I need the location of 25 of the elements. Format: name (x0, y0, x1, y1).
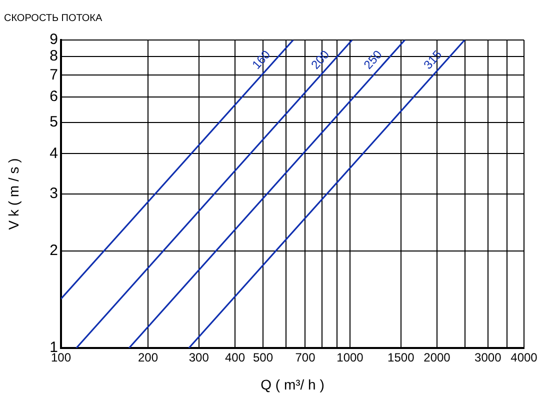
y-tick-label: 6 (50, 88, 58, 105)
text: 200 (308, 47, 332, 72)
text: 160 (249, 47, 274, 72)
x-tick-label: 1500 (388, 350, 415, 365)
y-tick-label: 3 (50, 185, 58, 202)
x-tick-label: 400 (224, 350, 246, 365)
x-tick-label: 2000 (424, 350, 451, 365)
y-tick-label: 7 (50, 66, 58, 84)
x-tick-label: 1000 (336, 350, 364, 365)
y-axis-title: V k ( m / s ) (5, 158, 22, 230)
x-tick-label: 4000 (510, 350, 538, 365)
x-tick-label: 700 (295, 350, 316, 365)
text: 315 (420, 47, 445, 72)
x-tick-label: 300 (188, 350, 210, 365)
text: 250 (360, 47, 385, 72)
x-tick-label: 3000 (474, 350, 502, 365)
chart-title: СКОРОСТЬ ПОТОКА (4, 12, 103, 24)
x-axis-title: Q ( m³/ h ) (260, 376, 324, 392)
y-tick-label: 5 (50, 114, 58, 131)
y-tick-label: 2 (50, 242, 58, 259)
x-tick-label: 500 (252, 350, 274, 365)
x-tick-label: 200 (138, 350, 158, 365)
y-tick-label: 8 (50, 48, 58, 65)
y-tick-label: 4 (50, 144, 58, 162)
y-tick-label: 9 (50, 31, 58, 48)
